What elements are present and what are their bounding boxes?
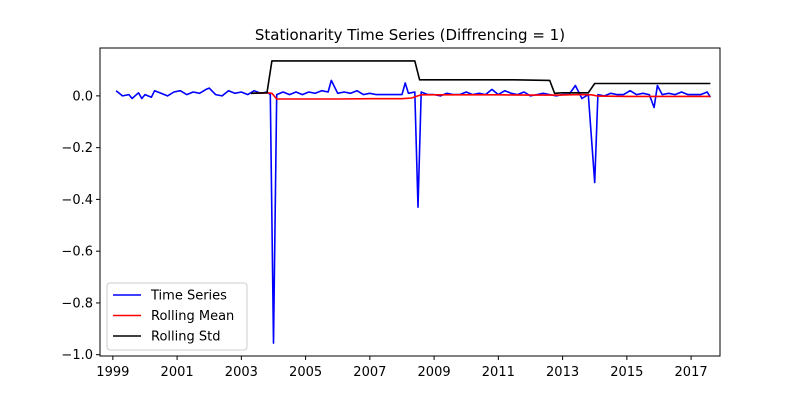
x-tick-label: 2009 xyxy=(418,365,451,380)
y-tick-label: −0.8 xyxy=(61,296,93,311)
x-tick-label: 1999 xyxy=(96,365,129,380)
x-tick-label: 2017 xyxy=(675,365,708,380)
series-line-rolling-std xyxy=(250,60,711,95)
x-axis: 1999 2001 2003 2005 2007 2009 2011 2013 2015 2017 xyxy=(96,356,708,380)
legend-label: Time Series xyxy=(150,289,227,304)
legend-label: Rolling Mean xyxy=(151,309,234,324)
x-tick-label: 2013 xyxy=(546,365,579,380)
legend: Time Series Rolling Mean Rolling Std xyxy=(106,282,248,351)
series-line-time-series xyxy=(115,79,712,344)
legend-label: Rolling Std xyxy=(151,330,220,345)
y-tick-label: −1.0 xyxy=(61,348,93,363)
y-tick-label: −0.4 xyxy=(61,193,93,208)
axes-frame xyxy=(99,47,721,357)
x-tick-label: 2011 xyxy=(482,365,515,380)
series-line-rolling-mean xyxy=(250,92,711,100)
x-tick-label: 2005 xyxy=(289,365,322,380)
y-axis: 0.0 −0.2 −0.4 −0.6 −0.8 −1.0 xyxy=(61,89,100,363)
y-tick-label: 0.0 xyxy=(72,89,93,104)
x-tick-label: 2015 xyxy=(610,365,643,380)
legend-box xyxy=(106,282,248,351)
x-tick-label: 2001 xyxy=(161,365,194,380)
chart-title: Stationarity Time Series (Diffrencing = … xyxy=(255,26,565,44)
x-tick-label: 2007 xyxy=(353,365,386,380)
x-tick-label: 2003 xyxy=(225,365,258,380)
plot-area xyxy=(99,47,721,357)
y-tick-label: −0.2 xyxy=(61,141,93,156)
y-tick-label: −0.6 xyxy=(61,245,93,260)
